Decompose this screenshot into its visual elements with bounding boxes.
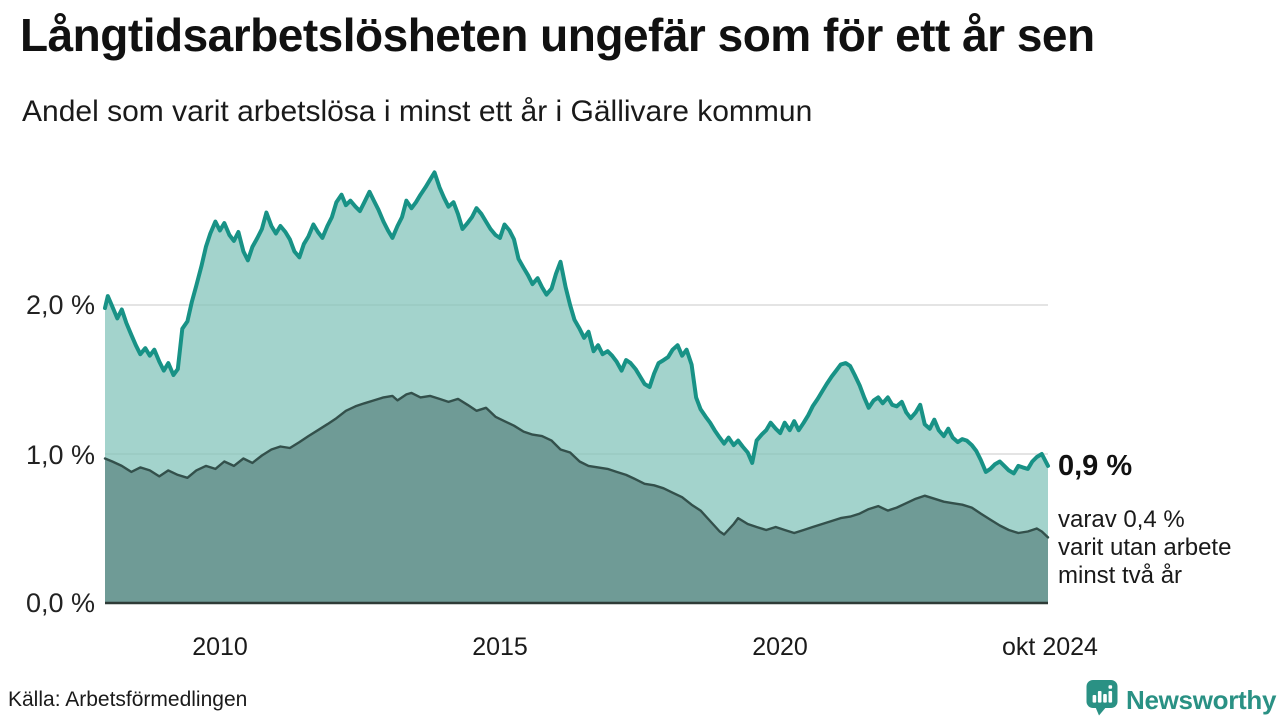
chart-title: Långtidsarbetslösheten ungefär som för e… [20,9,1095,61]
brand-lockup: Newsworthy [1086,679,1277,721]
x-axis-tick-2020: 2020 [752,633,808,661]
end-value-label: 0,9 % [1058,450,1133,482]
end-note-label: varav 0,4 % varit utan arbete minst två … [1058,506,1231,590]
source-attribution: Källa: Arbetsförmedlingen [8,688,248,711]
end-note-line-1: varav 0,4 % [1058,506,1185,533]
brand-name: Newsworthy [1126,684,1277,715]
y-axis-tick-1-0: 1,0 % [25,440,95,470]
y-axis-tick-0-0: 0,0 % [25,588,95,618]
end-note-line-2: varit utan arbete [1058,534,1232,561]
end-note-line-3: minst två år [1058,562,1183,589]
x-axis-tick-okt-2024: okt 2024 [1002,633,1098,661]
x-axis-tick-2015: 2015 [472,633,528,661]
y-axis-tick-2-0: 2,0 % [25,290,95,320]
newsworthy-logo-icon [1086,679,1118,721]
chart-subtitle: Andel som varit arbetslösa i minst ett å… [22,95,813,128]
x-axis-tick-2010: 2010 [192,633,248,661]
